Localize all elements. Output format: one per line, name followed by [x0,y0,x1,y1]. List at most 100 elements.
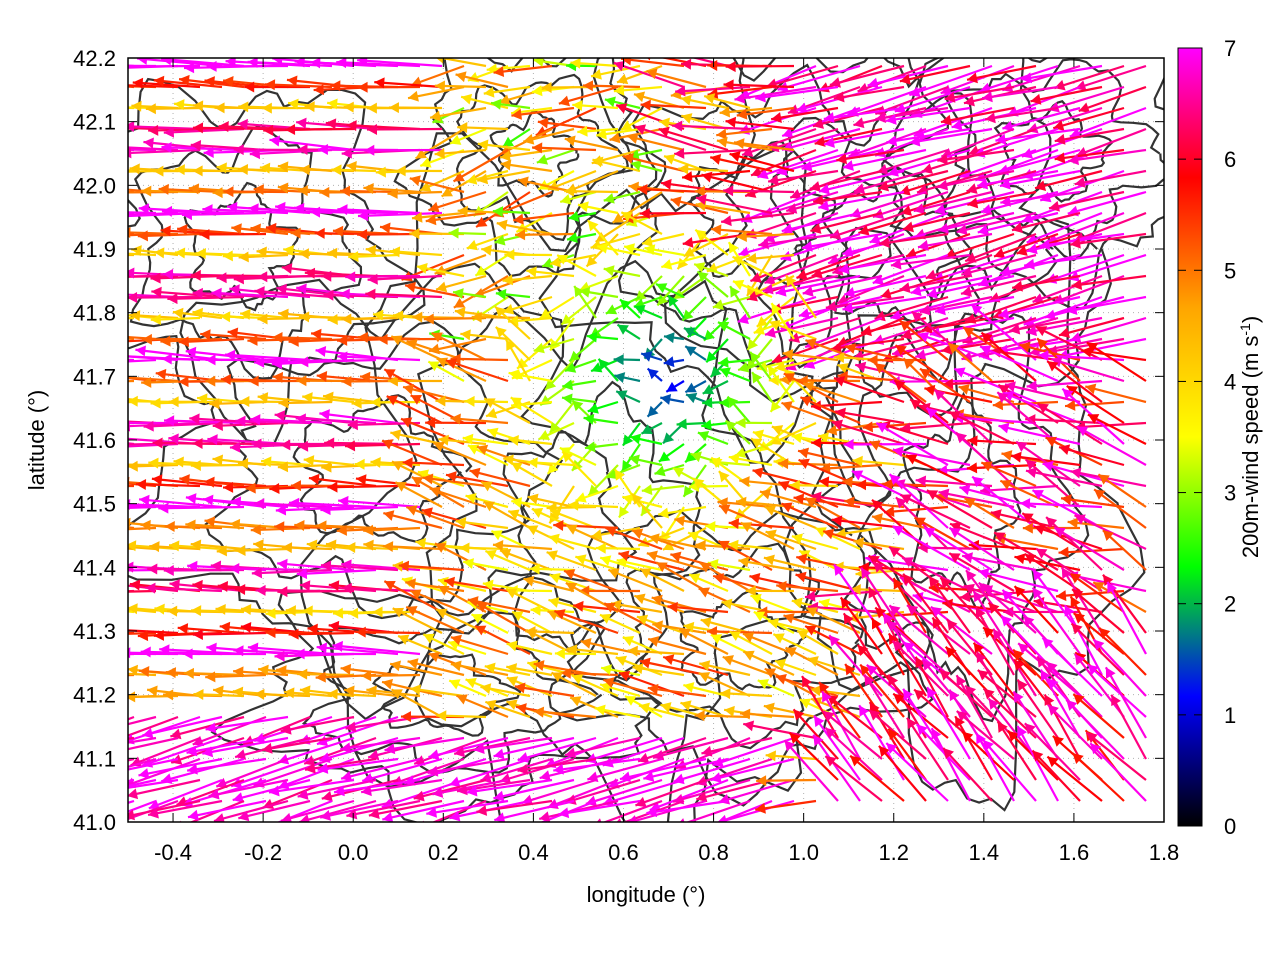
wind-arrow-head [704,93,716,104]
wind-arrow-head [423,313,434,325]
wind-arrow [977,211,1059,236]
wind-arrow [513,211,575,225]
wind-arrow-head [574,285,585,298]
wind-arrow-head [455,71,467,83]
wind-arrow [77,143,157,154]
wind-arrow-head [494,234,506,246]
wind-arrow-head [790,188,802,200]
wind-arrow-head [747,338,759,350]
wind-arrow-head [639,207,650,219]
wind-arrow-head [628,181,639,193]
wind-arrow-head [634,124,647,135]
wind-arrow-head [844,286,856,298]
wind-arrow [434,147,487,159]
wind-arrow-head [327,314,338,326]
wind-arrow [257,313,311,325]
wind-arrow [890,295,971,321]
wind-arrow [128,589,135,593]
wind-arrow-head [77,143,87,154]
wind-arrow [577,125,619,137]
wind-arrow-shaft [132,81,201,89]
wind-arrow-head [998,308,1010,319]
wind-arrow-head [1030,93,1042,105]
wind-arrow [984,106,1059,124]
terrain-contour [183,181,301,312]
wind-arrow-shaft [622,155,685,173]
wind-arrow-head [558,95,570,107]
wind-arrow-head [513,213,524,225]
wind-arrow-head [428,201,440,213]
wind-arrow-head [788,332,801,343]
wind-arrow-shaft [886,127,971,144]
wind-arrow-head [787,104,800,115]
wind-arrow-head [781,223,793,235]
wind-arrow [466,232,509,251]
wind-arrow-head [321,270,332,282]
wind-arrow [596,127,641,140]
wind-arrow-head [296,117,307,129]
wind-arrow-head [860,325,872,337]
wind-arrow-head [248,203,259,215]
wind-arrow-head [265,222,277,234]
wind-arrow-shaft [725,120,795,131]
wind-arrow-shaft [128,274,179,278]
wind-arrow-head [832,265,844,276]
wind-arrow [367,273,443,285]
wind-arrow-shaft [917,232,993,249]
wind-arrow-head [89,80,99,91]
wind-arrow [623,243,663,257]
wind-arrow-head [935,304,946,316]
wind-arrow-shaft [788,316,861,342]
wind-arrow-head [1066,304,1078,316]
wind-arrow-head [52,419,62,430]
wind-arrow-head [977,224,989,236]
wind-arrow-head [682,171,693,183]
wind-arrow-head [730,286,741,298]
wind-arrow [630,160,663,173]
wind-arrow [734,85,817,104]
wind-arrow-shaft [128,358,135,362]
wind-arrow-head [450,134,462,145]
wind-arrow [150,313,201,325]
wind-arrow-head [206,60,217,72]
wind-arrow-head [109,80,119,91]
wind-arrow-head [128,647,131,659]
wind-arrow-head [297,144,308,156]
wind-arrow-shaft [701,173,773,194]
wind-arrow-head [375,166,386,178]
wind-arrow [899,274,971,294]
wind-arrow [128,169,135,173]
wind-arrow-shaft [148,127,223,132]
wind-arrow-shaft [128,589,135,593]
wind-arrow-shaft [937,211,1015,232]
wind-arrow-head [917,240,929,251]
wind-arrow-head [363,183,374,195]
wind-arrow [218,121,289,133]
wind-arrow-head [824,137,835,148]
wind-arrow [327,247,377,259]
wind-arrow-head [683,246,695,257]
wind-arrow-head [604,96,616,108]
wind-arrow-shaft [1068,253,1147,281]
wind-arrow [910,274,993,297]
wind-arrow-shaft [181,211,267,216]
wind-arrow-shaft [723,189,795,194]
wind-arrow-head [905,247,918,259]
wind-arrow-head [110,603,120,614]
wind-arrow-head [616,73,629,85]
wind-arrow-head [240,308,251,320]
wind-arrow-head [425,214,437,226]
wind-arrow [477,139,531,152]
wind-arrow-head [637,183,648,195]
wind-arrow-shaft [1039,232,1125,248]
wind-arrow [167,293,245,305]
wind-arrow-head [83,398,93,409]
wind-arrow-head [603,192,615,204]
wind-arrow-shaft [875,106,949,121]
wind-arrow-head [890,258,902,270]
wind-arrow [622,153,685,173]
wind-arrow-head [365,288,376,300]
wind-arrow-shaft [535,106,597,137]
wind-arrow [709,154,773,173]
